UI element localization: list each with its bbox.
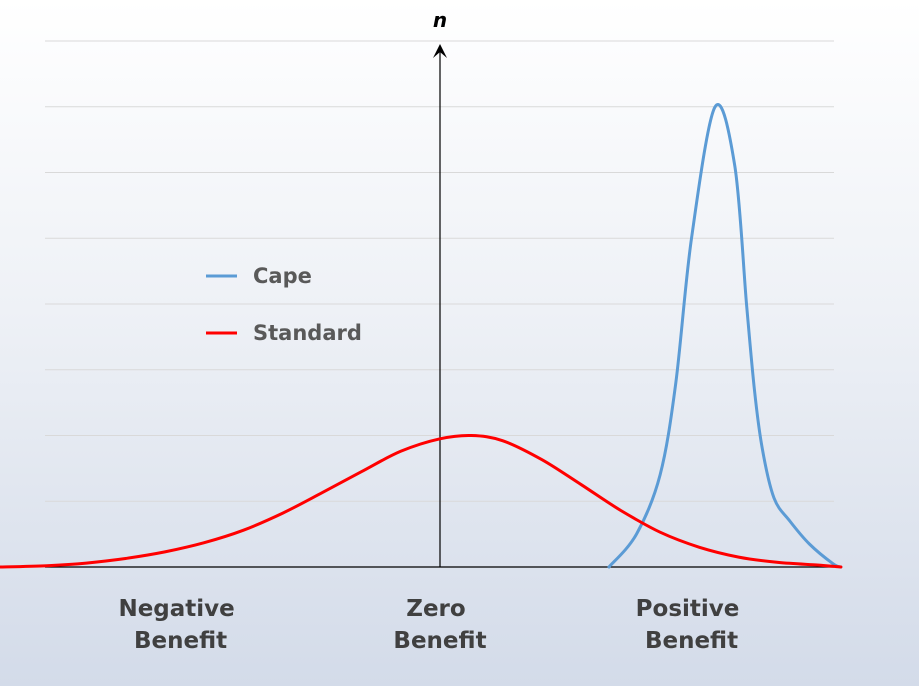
legend: Cape Standard bbox=[206, 264, 362, 345]
category-label-positive-line2: Benefit bbox=[645, 628, 738, 654]
legend-item-cape: Cape bbox=[206, 264, 312, 288]
y-axis-title: n bbox=[433, 8, 447, 32]
category-label-negative-line2: Benefit bbox=[134, 628, 227, 654]
series-line-standard bbox=[0, 433, 843, 569]
legend-item-standard: Standard bbox=[206, 321, 362, 345]
category-label-zero: Zero Benefit bbox=[393, 596, 486, 654]
series-layer bbox=[0, 103, 843, 569]
category-label-zero-line1: Zero bbox=[406, 596, 465, 622]
category-label-negative-line1: Negative bbox=[118, 596, 234, 622]
y-axis-arrow-icon bbox=[433, 44, 447, 58]
category-label-positive: Positive Benefit bbox=[636, 596, 748, 654]
category-labels: Negative Benefit Zero Benefit Positive B… bbox=[118, 596, 748, 654]
category-label-negative: Negative Benefit bbox=[118, 596, 242, 654]
series-line-cape bbox=[607, 103, 843, 569]
category-label-positive-line1: Positive bbox=[636, 596, 740, 622]
category-label-zero-line2: Benefit bbox=[393, 628, 486, 654]
legend-label-standard: Standard bbox=[253, 321, 362, 345]
legend-label-cape: Cape bbox=[253, 264, 312, 288]
